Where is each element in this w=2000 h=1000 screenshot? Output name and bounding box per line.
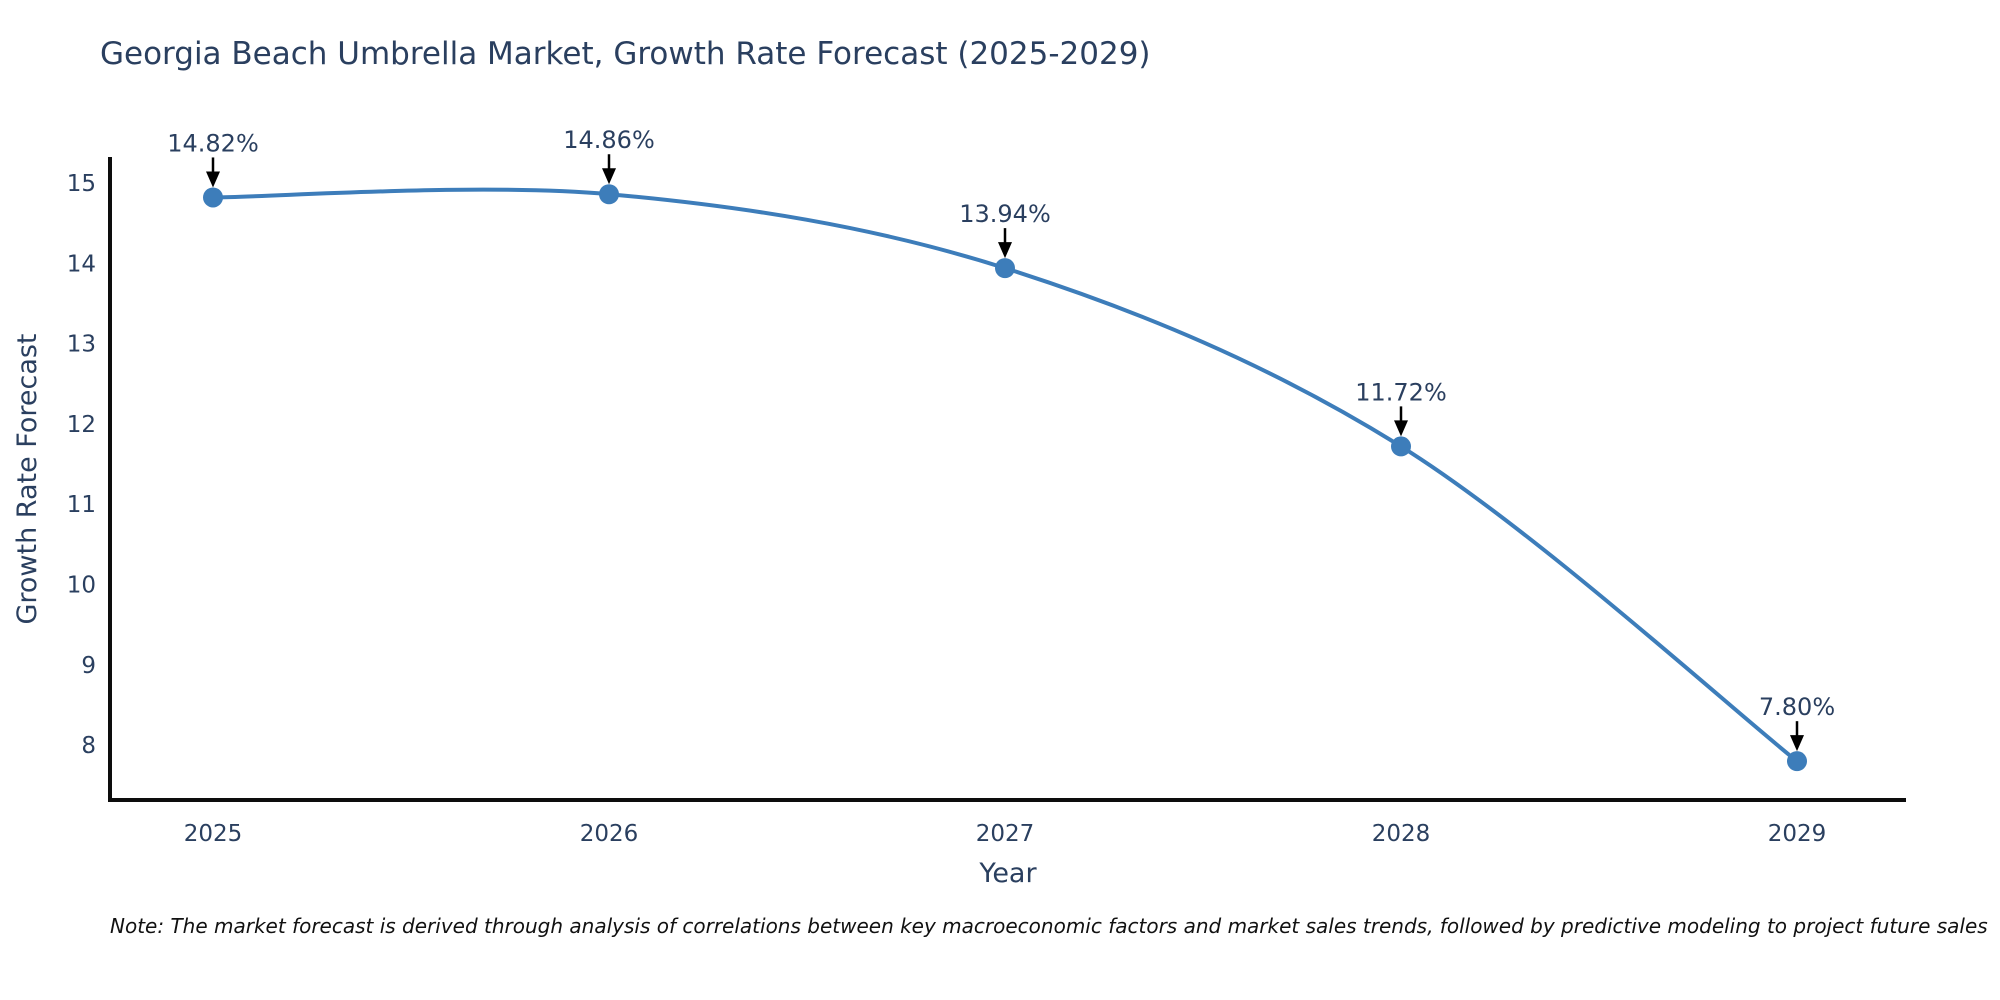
y-tick-label: 9 (81, 653, 96, 679)
y-tick-label: 14 (67, 251, 96, 277)
data-point-marker (1391, 436, 1411, 457)
data-point-marker (995, 258, 1015, 279)
y-tick-label: 11 (67, 492, 96, 518)
y-tick-label: 8 (81, 733, 96, 759)
y-tick-label: 15 (67, 171, 96, 197)
x-tick-label: 2027 (976, 821, 1035, 847)
data-point-label: 13.94% (959, 200, 1051, 228)
chart-title: Georgia Beach Umbrella Market, Growth Ra… (100, 36, 1151, 72)
x-tick-label: 2029 (1768, 821, 1827, 847)
data-point-label: 11.72% (1355, 378, 1447, 406)
data-point-label: 7.80% (1759, 693, 1835, 721)
y-tick-label: 10 (67, 573, 96, 599)
data-point-label: 14.82% (167, 129, 259, 157)
y-tick-label: 12 (67, 412, 96, 438)
annotation-arrow-head (602, 168, 616, 185)
data-point-label: 14.86% (563, 126, 655, 154)
x-tick-label: 2026 (580, 821, 639, 847)
x-tick-label: 2025 (184, 821, 243, 847)
x-tick-label: 2028 (1372, 821, 1431, 847)
data-point-marker (599, 184, 619, 205)
y-tick-label: 13 (67, 332, 96, 358)
x-axis-title: Year (979, 858, 1037, 889)
data-point-marker (1787, 751, 1807, 772)
forecast-line (211, 187, 1799, 764)
annotation-arrow-head (998, 242, 1012, 259)
footnote: Note: The market forecast is derived thr… (110, 914, 1988, 938)
annotation-arrow-head (1790, 735, 1804, 752)
annotation-arrow-head (1394, 420, 1408, 437)
data-point-marker (203, 187, 223, 208)
annotation-arrow-head (206, 171, 220, 188)
